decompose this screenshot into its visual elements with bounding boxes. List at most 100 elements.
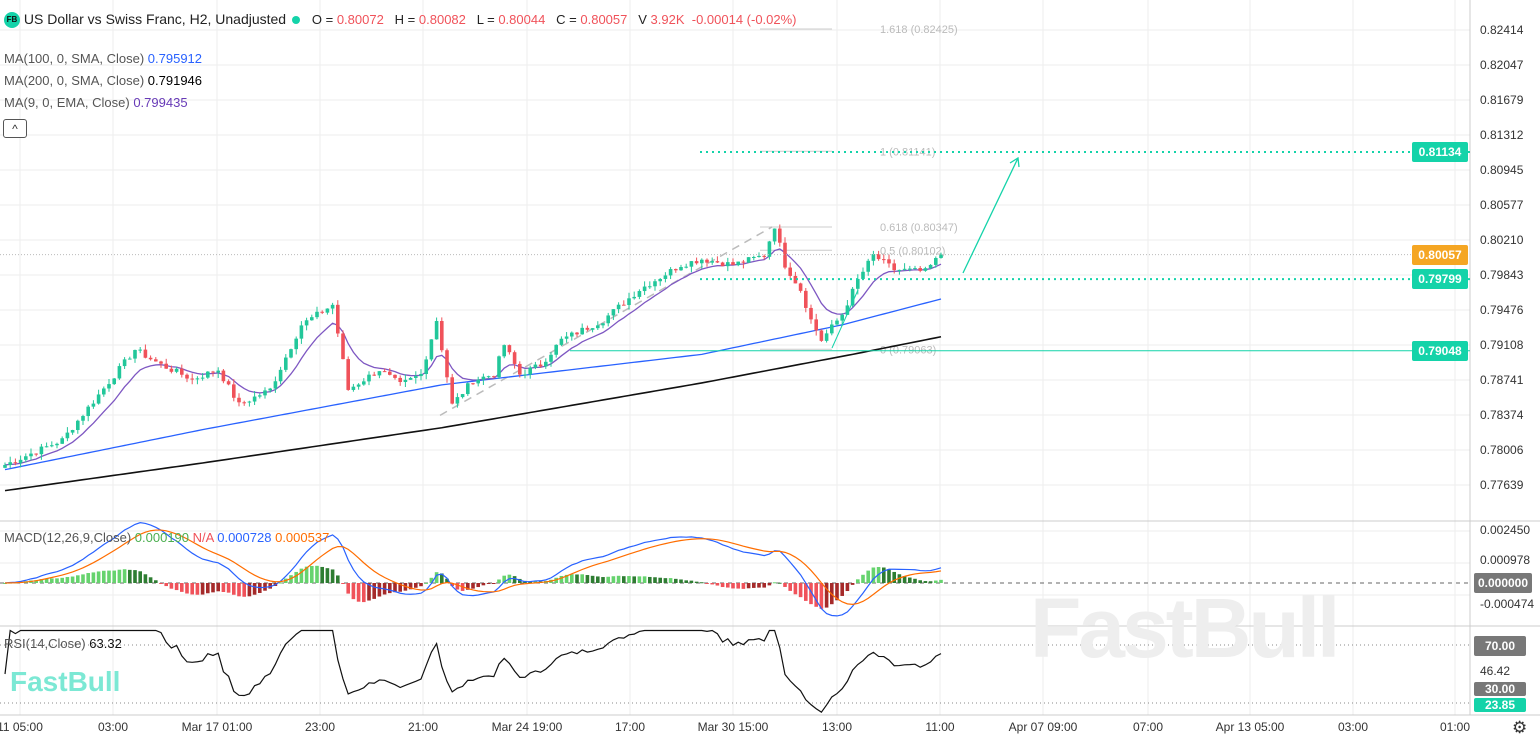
macd-histogram-bar xyxy=(356,583,361,602)
candle-body xyxy=(882,259,886,261)
macd-histogram-bar xyxy=(746,583,751,589)
macd-histogram-bar xyxy=(252,583,257,595)
candle-body xyxy=(549,354,553,362)
candle-body xyxy=(627,298,631,305)
candle-body xyxy=(544,361,548,367)
macd-histogram-bar xyxy=(492,583,496,584)
rsi-30-label: 30.00 xyxy=(1474,682,1526,696)
candle-body xyxy=(814,319,818,331)
macd-histogram-bar xyxy=(226,583,231,593)
candle-body xyxy=(611,309,616,316)
candle-body xyxy=(793,275,798,284)
macd-histogram-bar xyxy=(185,583,189,594)
candle-body xyxy=(351,386,356,390)
candle-body xyxy=(356,384,361,387)
candle-body xyxy=(606,315,610,324)
symbol-header: FB US Dollar vs Swiss Franc, H2, Unadjus… xyxy=(4,11,797,29)
candle-body xyxy=(247,401,252,403)
fib-level-label: 0.618 (0.80347) xyxy=(880,222,958,234)
price-axis-tick: 0.80210 xyxy=(1480,233,1524,247)
macd-histogram-bar xyxy=(502,575,506,583)
candle-body xyxy=(580,327,584,335)
macd-histogram-bar xyxy=(585,575,590,583)
macd-histogram-bar xyxy=(637,576,642,583)
ma100-legend[interactable]: MA(100, 0, SMA, Close) 0.795912 xyxy=(4,51,202,66)
settings-gear-icon[interactable]: ⚙ xyxy=(1512,718,1528,737)
macd-histogram-bar xyxy=(341,583,345,584)
symbol-title: US Dollar vs Swiss Franc, H2, Unadjusted xyxy=(23,11,287,27)
macd-histogram-bar xyxy=(798,583,803,598)
candle-body xyxy=(460,394,465,398)
candle-body xyxy=(648,286,652,288)
high-value: 0.80082 xyxy=(418,12,466,27)
ma200-legend[interactable]: MA(200, 0, SMA, Close) 0.791946 xyxy=(4,73,202,88)
macd-histogram-bar xyxy=(320,566,324,583)
candle-body xyxy=(60,438,64,444)
candle-body xyxy=(902,268,907,270)
macd-histogram-bar xyxy=(632,576,636,583)
macd-histogram-bar xyxy=(752,583,756,588)
candle-body xyxy=(518,363,522,375)
macd-legend[interactable]: MACD(12,26,9,Close) 0.000190 N/A 0.00072… xyxy=(4,530,329,545)
macd-histogram-bar xyxy=(694,581,699,583)
rsi-legend[interactable]: RSI(14,Close) 63.32 xyxy=(4,636,122,651)
candle-body xyxy=(689,261,694,267)
macd-signal-value: 0.000537 xyxy=(275,530,330,545)
candle-body xyxy=(908,268,912,270)
candle-body xyxy=(835,320,839,325)
fib-trend-line xyxy=(439,226,773,416)
macd-histogram-bar xyxy=(112,570,116,583)
candle-body xyxy=(700,259,704,264)
candle-body xyxy=(320,311,324,313)
macd-histogram-bar xyxy=(772,582,777,584)
candle-body xyxy=(450,377,454,404)
candle-body xyxy=(601,323,605,326)
price-axis-tick: 0.77639 xyxy=(1480,478,1524,492)
macd-histogram-bar xyxy=(814,583,818,607)
macd-histogram-bar xyxy=(440,573,444,583)
macd-histogram-bar xyxy=(216,583,220,592)
candle-body xyxy=(861,271,865,279)
candle-body xyxy=(783,242,787,268)
ma100-line xyxy=(4,298,942,471)
macd-histogram-bar xyxy=(148,577,153,583)
macd-histogram-bar xyxy=(372,583,376,599)
candle-body xyxy=(367,374,371,382)
candle-body xyxy=(211,371,215,373)
macd-histogram-bar xyxy=(351,583,356,600)
collapse-legend-button[interactable]: ^ xyxy=(3,119,27,138)
price-axis-tick: 0.81679 xyxy=(1480,93,1524,107)
candle-body xyxy=(570,332,574,337)
macd-histogram-bar xyxy=(455,583,460,590)
macd-histogram-bar xyxy=(736,583,740,589)
macd-histogram-bar xyxy=(705,583,709,584)
candle-body xyxy=(24,456,28,460)
candle-body xyxy=(289,349,293,358)
candle-body xyxy=(414,376,418,378)
macd-histogram-bar xyxy=(840,583,844,596)
macd-histogram-bar xyxy=(50,578,54,583)
macd-label: MACD(12,26,9,Close) xyxy=(4,530,132,545)
macd-histogram-bar xyxy=(564,574,569,583)
candle-body xyxy=(13,462,18,464)
candle-body xyxy=(128,358,132,360)
macd-axis-tick: -0.000474 xyxy=(1480,597,1535,611)
rsi-axis-tick: 46.42 xyxy=(1480,664,1511,678)
change-value: -0.00014 (-0.02%) xyxy=(691,12,797,27)
candle-body xyxy=(148,357,153,360)
macd-histogram-bar xyxy=(91,572,96,583)
watermark: FastBull xyxy=(1030,581,1340,675)
macd-histogram-bar xyxy=(242,583,246,597)
macd-histogram-bar xyxy=(154,580,158,583)
ema9-legend[interactable]: MA(9, 0, EMA, Close) 0.799435 xyxy=(4,95,188,110)
time-axis-tick: 03:00 xyxy=(97,720,129,734)
fb-logo-icon: FB xyxy=(4,12,20,29)
macd-histogram-bar xyxy=(689,580,694,583)
macd-histogram-bar xyxy=(414,583,418,588)
macd-histogram-bar xyxy=(60,577,64,583)
candle-body xyxy=(913,268,917,270)
macd-histogram-bar xyxy=(913,578,917,583)
time-axis-tick: Mar 30 15:00 xyxy=(697,720,769,734)
macd-histogram-bar xyxy=(778,582,782,584)
